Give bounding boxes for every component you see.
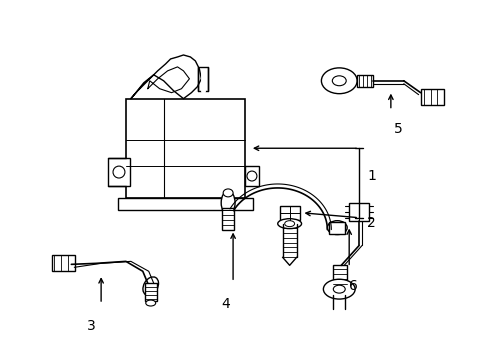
- Ellipse shape: [323, 279, 354, 299]
- Bar: [333, 265, 346, 287]
- Ellipse shape: [145, 300, 155, 306]
- Bar: [244, 166, 258, 186]
- Bar: [348, 203, 368, 221]
- Text: 1: 1: [366, 169, 375, 183]
- Bar: [126, 99, 244, 198]
- Text: 6: 6: [348, 279, 357, 293]
- Bar: [144, 283, 156, 301]
- Bar: [118, 198, 252, 210]
- Text: 3: 3: [87, 319, 95, 333]
- Ellipse shape: [284, 221, 294, 227]
- Text: 4: 4: [222, 297, 230, 311]
- Ellipse shape: [113, 166, 124, 178]
- Bar: [420, 89, 444, 105]
- Bar: [328, 222, 345, 234]
- Bar: [356, 75, 372, 87]
- Text: 2: 2: [366, 216, 375, 230]
- Bar: [279, 206, 299, 220]
- Text: 5: 5: [394, 122, 402, 136]
- Ellipse shape: [321, 68, 356, 94]
- Bar: [198, 67, 208, 91]
- Ellipse shape: [332, 76, 346, 86]
- Bar: [51, 255, 75, 271]
- Ellipse shape: [246, 171, 256, 181]
- Ellipse shape: [142, 277, 158, 296]
- Ellipse shape: [223, 189, 233, 197]
- Bar: [222, 208, 234, 230]
- Bar: [108, 158, 130, 186]
- Ellipse shape: [333, 285, 345, 293]
- Ellipse shape: [221, 191, 235, 215]
- Ellipse shape: [277, 219, 301, 229]
- Ellipse shape: [326, 221, 346, 235]
